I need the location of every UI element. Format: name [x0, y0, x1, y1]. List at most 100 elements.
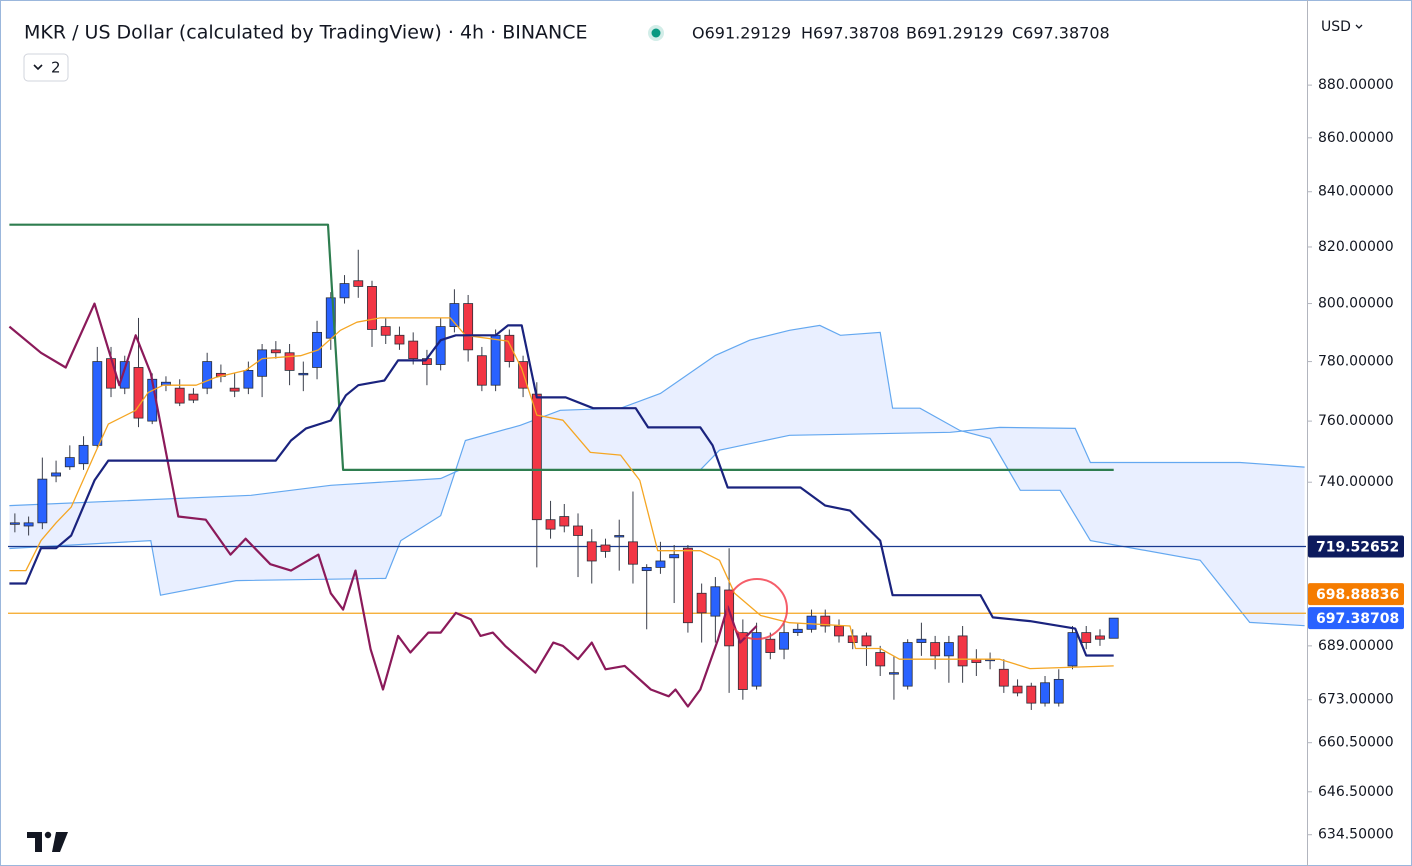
candle-body [628, 541, 638, 565]
plot-area [8, 223, 1306, 710]
candle-body [531, 393, 542, 521]
candle-body [820, 615, 831, 627]
ohlc-close: C697.38708 [1012, 24, 1110, 43]
candle-body [1026, 685, 1037, 704]
y-tick-label: 689.00000 [1318, 638, 1394, 654]
candle-body [463, 303, 474, 351]
indicator-toggle[interactable]: 2 [23, 53, 69, 82]
logo-part [27, 832, 42, 838]
candle-body [545, 519, 556, 530]
candle-body [339, 283, 350, 299]
indicator-line [9, 223, 1114, 471]
candle-body [586, 541, 597, 562]
candle-body [600, 544, 611, 552]
candle-body [78, 444, 89, 465]
candle-body [106, 358, 116, 389]
indicator-line [8, 302, 758, 708]
y-tick-label: 760.00000 [1318, 413, 1394, 429]
price-tag [1308, 607, 1404, 630]
candle-body [23, 522, 34, 527]
candle-body [792, 628, 803, 634]
y-tick-label: 740.00000 [1318, 474, 1394, 490]
candle-body [284, 352, 295, 371]
y-tick-label: 634.50000 [1318, 827, 1394, 843]
candle-body [1095, 635, 1105, 640]
candle-body [119, 361, 130, 389]
candle-body [875, 652, 886, 667]
candle-body [1012, 685, 1023, 694]
candle-body [270, 349, 281, 354]
y-tick-label: 860.00000 [1318, 130, 1394, 146]
ohlc-legend: O691.29129 H697.38708 B691.29129 C697.38… [692, 24, 1110, 43]
candle-body [37, 478, 48, 524]
y-tick-label: 880.00000 [1318, 77, 1394, 93]
y-tick-label: 840.00000 [1318, 184, 1394, 200]
candle-body [710, 586, 721, 617]
candle-body [51, 472, 62, 477]
candle-body [133, 367, 144, 419]
candle-body [243, 370, 254, 389]
candle-body [930, 642, 941, 657]
candle-body [957, 635, 968, 667]
candle-body [751, 632, 762, 687]
candle-body [174, 387, 185, 404]
candle-body [504, 334, 515, 362]
candle-body [449, 303, 460, 327]
y-tick-label: 800.00000 [1318, 296, 1394, 312]
candle-body [367, 286, 377, 330]
price-axis: 880.00000 860.00000 840.00000 820.00000 800.… [1308, 77, 1404, 843]
candle-body [476, 355, 487, 386]
chevron [1355, 24, 1363, 29]
indicator-count: 2 [51, 59, 61, 77]
candle-body [380, 326, 391, 336]
logo-part [44, 831, 52, 839]
candle-body [1081, 632, 1092, 643]
candle-body [188, 393, 199, 401]
y-tick-label: 780.00000 [1318, 354, 1394, 370]
candle-body [641, 567, 652, 572]
candle-body [64, 457, 75, 468]
cloud-fill [9, 325, 1305, 626]
candle-body [861, 635, 872, 647]
annotation-circle [726, 578, 788, 640]
candle-body [834, 625, 844, 637]
candle-body [353, 280, 364, 287]
candle-body [1108, 617, 1119, 639]
candle-body [394, 334, 405, 345]
ohlc-b: B691.29129 [906, 24, 1004, 43]
candle-body [696, 592, 707, 614]
currency-menu[interactable]: USD [1321, 19, 1363, 35]
candle-body [655, 560, 666, 568]
currency[interactable]: USD [1321, 19, 1351, 35]
candle-body [1053, 678, 1064, 704]
candle-body [408, 340, 419, 360]
candle-body [573, 525, 583, 536]
candle-body [257, 349, 268, 377]
price-tag-label: 697.38708 [1316, 611, 1399, 627]
logo [27, 831, 68, 852]
candle-body [765, 638, 776, 653]
y-tick-label: 646.50000 [1318, 784, 1394, 800]
candle-body [559, 516, 570, 527]
candle-body [490, 334, 501, 386]
ohlc-high: H697.38708 [801, 24, 900, 43]
candle-body [1067, 632, 1078, 667]
candle-body [916, 638, 927, 643]
price-tag [1308, 535, 1404, 558]
logo-part [35, 832, 42, 852]
chart-title: MKR / US Dollar (calculated by TradingVi… [24, 22, 588, 44]
candle-body [1040, 682, 1050, 704]
candle-body [298, 372, 309, 376]
candle-body [92, 361, 103, 446]
candle-body [806, 615, 817, 630]
ohlc-open: O691.29129 [692, 24, 791, 43]
logo-part [52, 832, 68, 852]
y-tick-label: 673.00000 [1318, 692, 1394, 708]
status-dot [651, 28, 661, 38]
cloud-span [9, 324, 1305, 627]
toggle-box[interactable] [23, 53, 69, 82]
indicator-line [9, 324, 1114, 657]
candle-body [229, 387, 240, 392]
